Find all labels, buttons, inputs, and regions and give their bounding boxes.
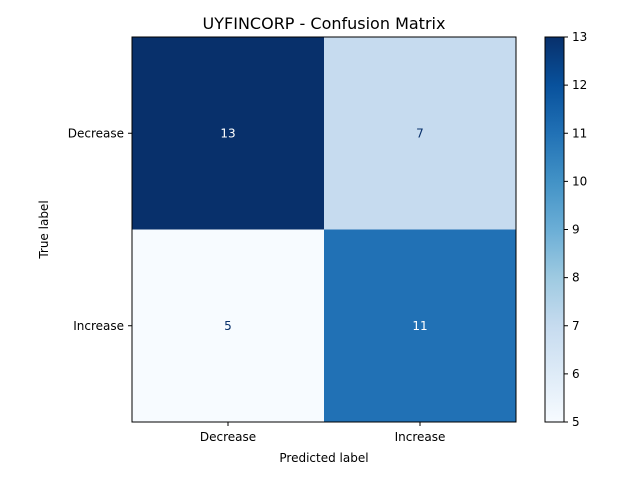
heatmap-cell	[324, 229, 516, 422]
heatmap-cell	[132, 37, 324, 230]
cell-value-label: 13	[220, 126, 235, 140]
x-tick-label: Increase	[395, 430, 446, 444]
heatmap-cell	[324, 37, 516, 230]
colorbar-tick-label: 5	[572, 415, 580, 429]
y-tick-label: Increase	[73, 319, 124, 333]
colorbar-ticks: 5 6 7 8 9 10 11 12 13	[564, 30, 587, 429]
y-axis-label: True label	[37, 200, 51, 259]
colorbar-tick-label: 8	[572, 271, 580, 285]
colorbar-tick-label: 12	[572, 78, 587, 92]
cell-value-label: 11	[412, 319, 427, 333]
colorbar-tick-label: 9	[572, 223, 580, 237]
heatmap-cell	[132, 229, 324, 422]
colorbar-tick-label: 10	[572, 174, 587, 188]
colorbar-tick-label: 11	[572, 126, 587, 140]
x-axis-label: Predicted label	[279, 451, 368, 465]
heatmap-cells	[132, 37, 516, 422]
x-axis-ticks: Decrease Increase	[200, 422, 446, 444]
colorbar-tick-label: 6	[572, 367, 580, 381]
cell-value-label: 7	[416, 126, 424, 140]
cell-value-label: 5	[224, 319, 232, 333]
plot-frame	[131, 36, 517, 423]
y-tick-label: Decrease	[68, 126, 124, 140]
colorbar-tick-label: 7	[572, 319, 580, 333]
cell-value-labels: 13 7 5 11	[220, 126, 427, 333]
colorbar	[544, 36, 565, 423]
chart-title: UYFINCORP - Confusion Matrix	[203, 14, 446, 33]
x-tick-label: Decrease	[200, 430, 256, 444]
colorbar-tick-label: 13	[572, 30, 587, 44]
y-axis-ticks: Decrease Increase	[68, 126, 132, 333]
